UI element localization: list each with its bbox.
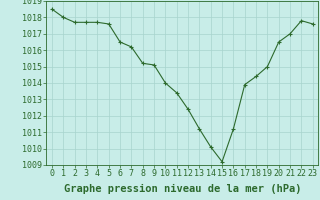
X-axis label: Graphe pression niveau de la mer (hPa): Graphe pression niveau de la mer (hPa)	[64, 184, 301, 194]
